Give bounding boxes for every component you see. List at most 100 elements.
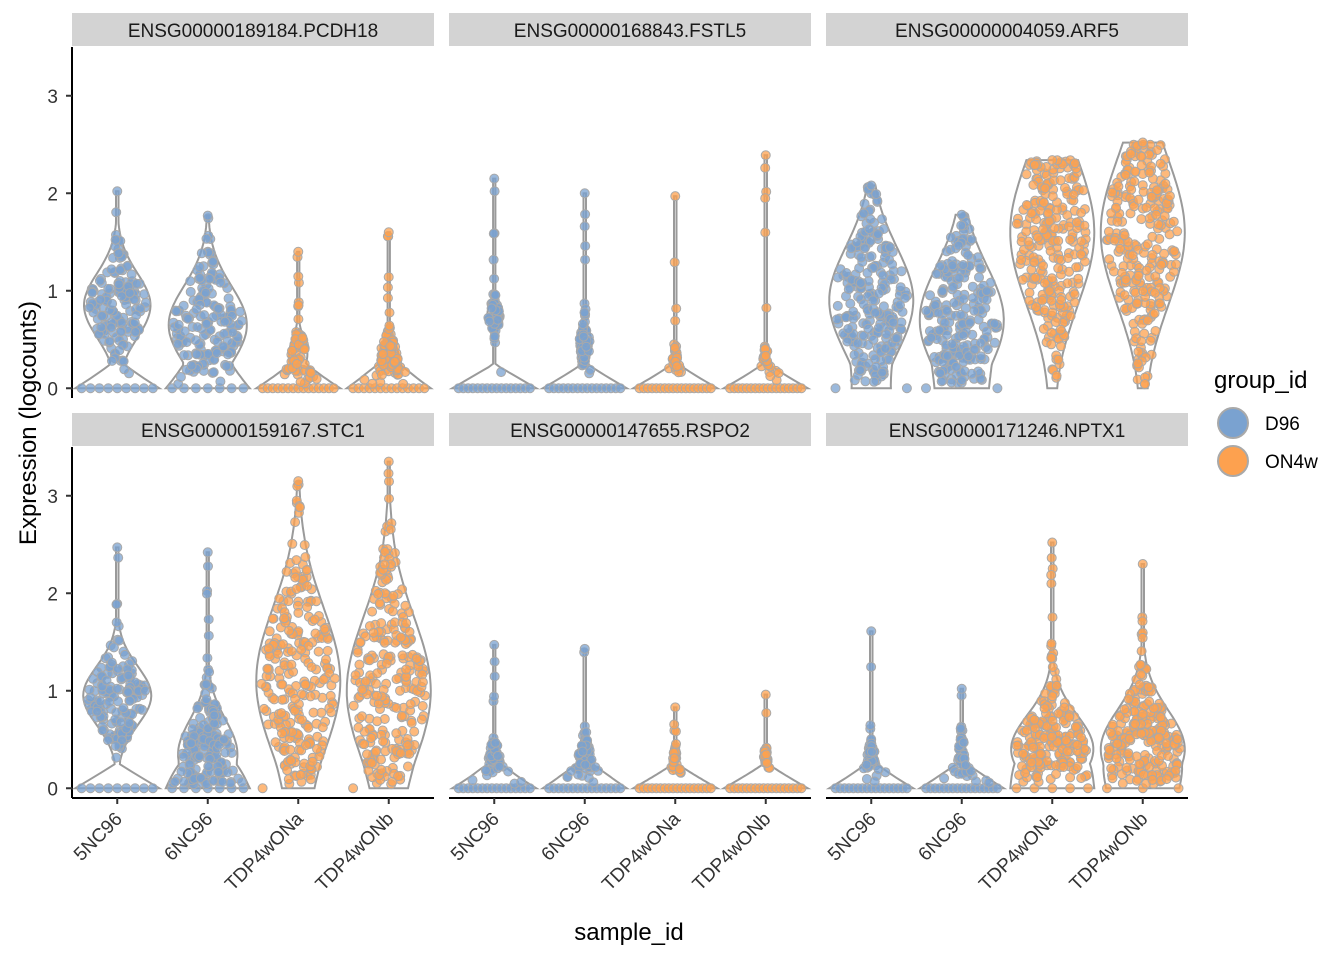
data-point (217, 776, 228, 787)
data-point (103, 283, 114, 294)
data-point (178, 751, 189, 762)
data-point (317, 722, 328, 733)
data-point (1119, 230, 1130, 241)
data-point (137, 704, 148, 715)
data-point (863, 323, 874, 334)
data-point (1106, 208, 1117, 219)
data-point (1037, 295, 1048, 306)
data-point (1038, 260, 1048, 271)
data-point (1144, 167, 1155, 178)
data-point (1133, 194, 1144, 205)
data-point (954, 272, 965, 283)
data-point (878, 301, 889, 312)
data-point (588, 777, 599, 788)
data-point (960, 760, 971, 771)
data-point (391, 674, 402, 685)
data-point (311, 373, 322, 384)
data-point (85, 783, 96, 794)
data-point (350, 670, 361, 681)
data-point (486, 303, 497, 314)
data-point (1065, 783, 1076, 794)
facet-strip-title: ENSG00000189184.PCDH18 (128, 21, 378, 42)
data-point (843, 284, 854, 295)
data-point (130, 327, 141, 337)
data-point (870, 307, 881, 318)
data-point (325, 690, 336, 701)
data-point (941, 330, 952, 340)
data-point (372, 716, 383, 727)
violin-6nc96 (163, 210, 252, 394)
data-point (139, 383, 149, 394)
data-point (1136, 669, 1146, 680)
data-point (581, 727, 592, 738)
data-point (1046, 578, 1057, 589)
data-point (489, 691, 499, 702)
violin-6nc96 (918, 209, 1005, 394)
data-point (489, 186, 500, 197)
data-point (357, 711, 367, 722)
violin-points (830, 180, 913, 394)
data-point (953, 240, 964, 251)
data-point (384, 493, 394, 504)
data-point (1108, 266, 1119, 277)
data-point (209, 710, 220, 721)
data-point (311, 596, 322, 607)
data-point (1021, 200, 1032, 210)
data-point (1152, 145, 1163, 156)
data-point (1024, 295, 1035, 306)
data-point (674, 764, 685, 775)
data-point (1047, 307, 1058, 318)
data-point (208, 775, 219, 786)
data-point (305, 774, 316, 785)
data-point (297, 715, 308, 725)
data-point (1053, 354, 1064, 365)
data-point (406, 717, 417, 728)
data-point-max (670, 702, 681, 713)
data-point (147, 383, 158, 394)
data-point (368, 627, 379, 638)
data-point (860, 376, 871, 387)
data-point (1076, 207, 1087, 218)
data-point (765, 371, 776, 382)
data-point (832, 314, 842, 325)
data-point (185, 276, 196, 287)
data-point (982, 344, 993, 355)
x-tick-label: TDP4wONb (689, 809, 776, 896)
data-point (366, 758, 377, 768)
data-point (1064, 712, 1075, 723)
facet-strip (449, 13, 811, 46)
data-point (877, 214, 887, 225)
data-point (901, 783, 912, 794)
data-point (1134, 679, 1145, 690)
data-point (1021, 725, 1032, 736)
data-point (1046, 552, 1057, 563)
data-point (384, 307, 395, 318)
data-point (396, 711, 407, 721)
violin-points (348, 227, 430, 394)
data-point (947, 339, 958, 349)
data-point (276, 708, 287, 719)
data-point (1155, 298, 1165, 309)
data-point-max (202, 210, 213, 221)
y-tick-label: 2 (47, 184, 58, 205)
data-point (385, 524, 396, 535)
data-point (277, 694, 288, 705)
data-point (364, 655, 375, 666)
data-point (832, 300, 843, 311)
data-point (286, 659, 297, 670)
data-point (760, 350, 771, 361)
data-point (348, 783, 359, 794)
data-point (1053, 263, 1064, 274)
data-point (190, 383, 201, 394)
data-point (580, 759, 591, 770)
data-point (215, 376, 226, 387)
data-point (886, 274, 896, 285)
data-point (1141, 202, 1152, 213)
data-point (947, 260, 958, 271)
data-point (1028, 179, 1039, 190)
data-point (106, 322, 117, 333)
data-point (849, 349, 860, 360)
data-point (1150, 326, 1161, 336)
data-point (113, 552, 124, 563)
data-point (357, 684, 368, 695)
